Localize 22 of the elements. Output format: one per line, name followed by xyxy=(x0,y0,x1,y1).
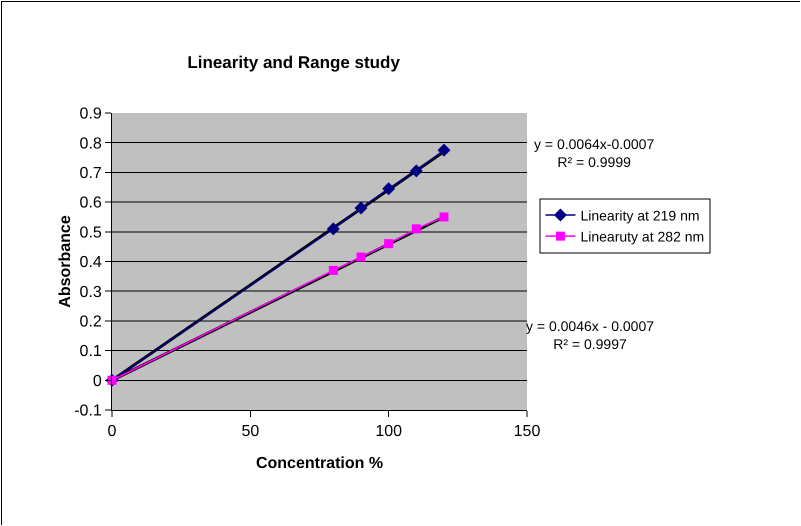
text: y = 0.0064x-0.0007 R² = 0.9999 xyxy=(534,136,654,170)
y-tick-label: 0.5 xyxy=(80,224,102,242)
chart-title: Linearity and Range study xyxy=(187,53,400,72)
y-tick-label: 0.2 xyxy=(80,314,102,330)
y-tick-label: 0 xyxy=(92,372,102,390)
x-axis-title: Concentration % xyxy=(256,455,384,472)
x-tick-label: 100 xyxy=(375,423,402,440)
annotation: y = 0.0046x - 0.0007 R² = 0.9997 xyxy=(526,318,654,352)
x-tick-label: 0 xyxy=(108,423,117,440)
y-tick-label: 0.1 xyxy=(80,343,102,360)
y-tick-label: 0.7 xyxy=(80,165,102,182)
y-tick-label: 0.6 xyxy=(80,194,102,212)
y-axis-title: Absorbance xyxy=(57,215,74,308)
x-tick-label: 50 xyxy=(241,423,260,440)
y-tick-label: 0.8 xyxy=(80,135,102,152)
legend-label: Linearity at 219 nm xyxy=(580,207,700,224)
y-tick-label: 0.4 xyxy=(80,254,102,272)
y-tick-label: -0.1 xyxy=(74,402,102,420)
legend-label: Linearuty at 282 nm xyxy=(580,228,704,245)
y-tick-label: 0.9 xyxy=(80,106,102,123)
x-tick-label: 150 xyxy=(514,423,540,440)
y-tick-label: 0.3 xyxy=(80,284,102,301)
